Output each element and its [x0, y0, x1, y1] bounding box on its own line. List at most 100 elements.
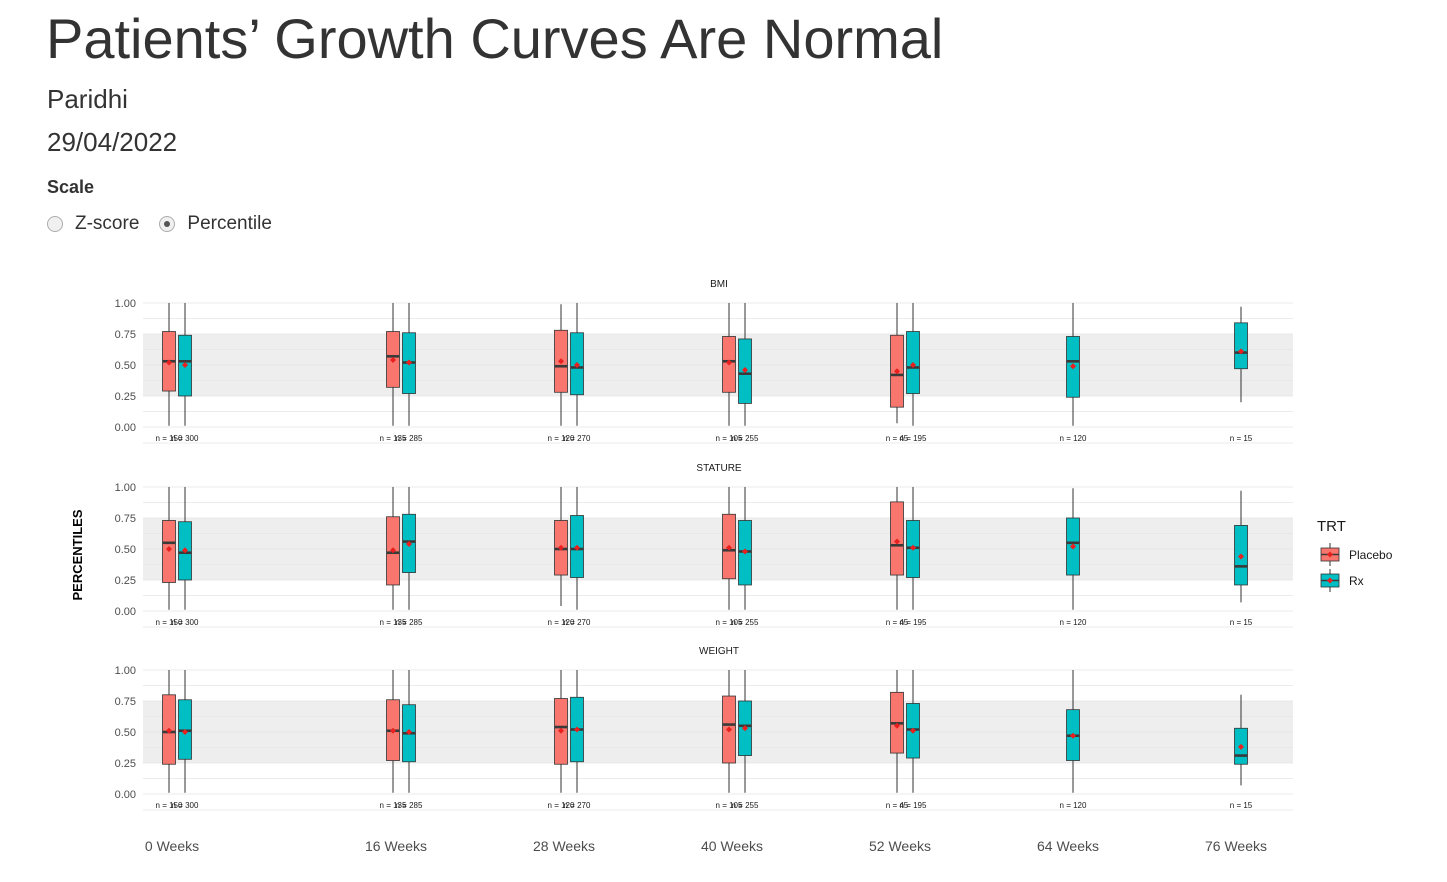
y-tick-label: 0.75 — [115, 329, 136, 341]
box-rx: n = 15 — [1230, 306, 1253, 443]
box-placebo: n = 45 — [886, 487, 909, 627]
mean-marker — [1070, 732, 1076, 739]
box-placebo: n = 120 — [548, 304, 575, 443]
mean-marker — [390, 727, 396, 734]
n-count-label: n = 195 — [900, 618, 927, 627]
n-count-label: n = 195 — [900, 801, 927, 810]
n-count-label: n = 300 — [172, 618, 199, 627]
x-tick-label: 40 Weeks — [701, 838, 763, 854]
mean-marker — [182, 362, 188, 368]
n-count-label: n = 15 — [1230, 801, 1253, 810]
box-rx: n = 195 — [900, 487, 927, 627]
y-tick-label: 0.25 — [115, 758, 136, 770]
n-count-label: n = 120 — [1060, 618, 1087, 627]
radio-option-percentile[interactable]: Percentile — [159, 213, 272, 235]
n-count-label: n = 120 — [548, 618, 575, 627]
mean-marker — [1238, 553, 1244, 560]
box-placebo: n = 105 — [716, 487, 743, 627]
x-tick-label: 16 Weeks — [365, 838, 427, 854]
box-rx: n = 300 — [172, 303, 199, 443]
box-rx: n = 300 — [172, 487, 199, 627]
n-count-label: n = 105 — [716, 618, 743, 627]
box-rx: n = 270 — [564, 487, 591, 627]
box-rx: n = 15 — [1230, 694, 1253, 810]
legend-label: Rx — [1349, 574, 1364, 588]
zscore-radio-label: Z-score — [75, 213, 140, 234]
x-tick-label: 76 Weeks — [1205, 838, 1267, 854]
n-count-label: n = 285 — [396, 618, 423, 627]
mean-marker — [726, 544, 732, 551]
box-rx: n = 120 — [1060, 488, 1087, 627]
mean-marker — [166, 359, 172, 366]
mean-marker — [574, 362, 580, 368]
radio-option-zscore[interactable]: Z-score — [47, 213, 139, 235]
y-tick-label: 0.00 — [115, 422, 136, 434]
legend-key-mean — [1327, 577, 1333, 584]
n-count-label: n = 150 — [156, 801, 183, 810]
box-placebo: n = 45 — [886, 670, 909, 810]
n-count-label: n = 105 — [716, 801, 743, 810]
mean-marker — [1070, 363, 1076, 370]
n-count-label: n = 300 — [172, 434, 199, 443]
y-tick-label: 0.75 — [115, 513, 136, 525]
mean-marker — [406, 729, 412, 735]
box-placebo: n = 150 — [156, 303, 183, 443]
box-rx: n = 255 — [732, 487, 759, 627]
scale-control-label: Scale — [47, 177, 95, 197]
panel-strip-title: WEIGHT — [699, 646, 739, 657]
box-placebo: n = 45 — [886, 303, 909, 443]
mean-marker — [742, 725, 748, 732]
n-count-label: n = 150 — [156, 434, 183, 443]
scale-radio-group: Z-score Percentile — [47, 213, 292, 235]
y-tick-label: 1.00 — [115, 665, 136, 677]
mean-marker — [166, 546, 172, 552]
box-rx: n = 270 — [564, 303, 591, 443]
mean-marker — [910, 362, 916, 368]
n-count-label: n = 120 — [1060, 801, 1087, 810]
n-count-label: n = 135 — [380, 801, 407, 810]
mean-marker — [182, 547, 188, 554]
mean-marker — [390, 357, 396, 364]
x-tick-label: 52 Weeks — [869, 838, 931, 854]
n-count-label: n = 15 — [1230, 618, 1253, 627]
legend-item-rx: Rx — [1320, 569, 1364, 592]
x-tick-label: 0 Weeks — [145, 838, 199, 854]
report-date: 29/04/2022 — [47, 127, 178, 157]
mean-marker — [574, 726, 580, 733]
n-count-label: n = 270 — [564, 801, 591, 810]
box-placebo: n = 120 — [548, 487, 575, 627]
mean-marker — [726, 726, 732, 733]
n-count-label: n = 195 — [900, 434, 927, 443]
mean-marker — [742, 548, 748, 555]
mean-marker — [406, 541, 412, 548]
box-placebo: n = 150 — [156, 487, 183, 627]
n-count-label: n = 120 — [548, 801, 575, 810]
y-tick-label: 1.00 — [115, 298, 136, 310]
n-count-label: n = 135 — [380, 434, 407, 443]
box-rx: n = 120 — [1060, 670, 1087, 810]
box-rx: n = 255 — [732, 303, 759, 443]
n-count-label: n = 285 — [396, 434, 423, 443]
mean-marker — [894, 368, 900, 375]
percentile-radio-button[interactable] — [159, 216, 176, 232]
mean-marker — [166, 727, 172, 734]
box-placebo: n = 120 — [548, 670, 575, 810]
box-placebo: n = 135 — [380, 487, 407, 627]
n-count-label: n = 105 — [716, 434, 743, 443]
legend-label: Placebo — [1349, 548, 1393, 562]
y-tick-label: 0.50 — [115, 544, 136, 556]
mean-marker — [910, 727, 916, 734]
n-count-label: n = 285 — [396, 801, 423, 810]
box-iqr — [890, 501, 904, 576]
n-count-label: n = 45 — [886, 618, 909, 627]
n-count-label: n = 120 — [1060, 434, 1087, 443]
box-placebo: n = 135 — [380, 670, 407, 810]
n-count-label: n = 270 — [564, 434, 591, 443]
y-axis-title: PERCENTILES — [70, 509, 85, 600]
n-count-label: n = 255 — [732, 618, 759, 627]
zscore-radio-button[interactable] — [47, 216, 63, 232]
